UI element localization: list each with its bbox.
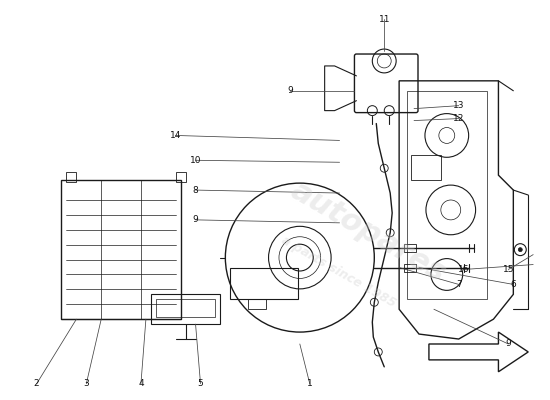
Text: 3: 3 — [84, 379, 89, 388]
Text: 13: 13 — [453, 101, 464, 110]
Text: 6: 6 — [510, 280, 516, 289]
Text: 7: 7 — [456, 280, 461, 289]
Text: autopares: autopares — [285, 176, 450, 288]
Text: 9: 9 — [287, 86, 293, 95]
Text: 2: 2 — [34, 379, 40, 388]
Text: 16: 16 — [458, 265, 470, 274]
Text: 9: 9 — [192, 215, 199, 224]
Circle shape — [518, 248, 522, 252]
Text: 12: 12 — [453, 114, 464, 123]
Text: 8: 8 — [192, 186, 199, 194]
Text: 4: 4 — [138, 379, 144, 388]
Text: 11: 11 — [378, 15, 390, 24]
Text: 10: 10 — [190, 156, 201, 165]
Text: 15: 15 — [503, 265, 514, 274]
Text: 5: 5 — [197, 379, 204, 388]
Text: 14: 14 — [170, 131, 182, 140]
Text: a parts since 1985: a parts since 1985 — [278, 233, 398, 310]
Text: 1: 1 — [307, 379, 312, 388]
Text: 9: 9 — [505, 340, 512, 348]
